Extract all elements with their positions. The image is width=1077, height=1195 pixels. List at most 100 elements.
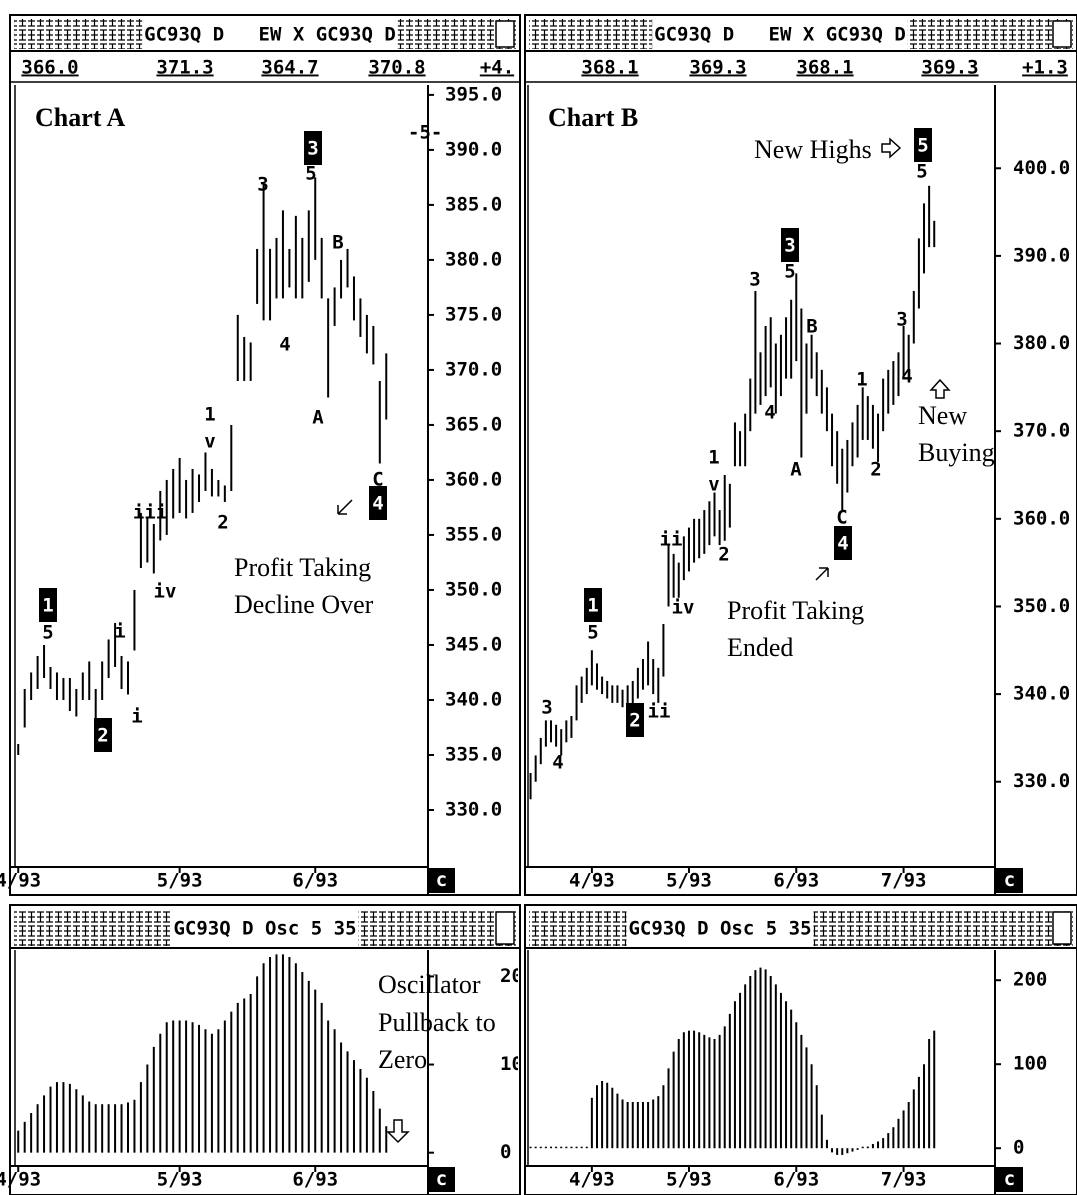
- x-tick-label: 5/93: [666, 1169, 712, 1191]
- y-tick-label: 355.0: [445, 523, 502, 545]
- wave-label: iii: [133, 502, 167, 524]
- wave-label-box: [94, 718, 112, 752]
- header-text: GC93Q D Osc 5 35: [173, 918, 356, 940]
- wave-label: ii: [648, 701, 671, 723]
- wave-label-box: [39, 588, 57, 622]
- header-icon: [1052, 911, 1072, 945]
- wave-label: 1: [587, 595, 598, 617]
- wave-label-box: [914, 128, 932, 162]
- annotation: -5-: [408, 122, 442, 144]
- x-tick-label: 6/93: [292, 1169, 338, 1191]
- annotation: Decline Over: [234, 590, 374, 619]
- x-tick-label: 4/93: [569, 870, 615, 892]
- chart-title: Chart B: [548, 103, 638, 132]
- y-tick-label: 0: [1013, 1137, 1024, 1159]
- wave-label: 1: [204, 404, 215, 426]
- x-tick-label: 5/93: [157, 1169, 203, 1191]
- y-tick-label: 340.0: [445, 688, 502, 710]
- wave-label: 2: [97, 725, 108, 747]
- wave-label: 5: [916, 161, 927, 183]
- y-tick-label: 200: [1013, 969, 1047, 991]
- y-tick-label: 350.0: [1013, 595, 1070, 617]
- y-tick-label: 380.0: [1013, 332, 1070, 354]
- panel-frame: [524, 14, 1077, 896]
- y-tick-label: 390.0: [445, 138, 502, 160]
- wave-label: v: [708, 474, 719, 496]
- wave-label: A: [790, 459, 802, 481]
- wave-label: 5: [917, 135, 928, 157]
- corner-label: c: [436, 1168, 447, 1190]
- y-tick-label: 375.0: [445, 303, 502, 325]
- x-tick-label: 7/93: [881, 870, 927, 892]
- wave-label: 2: [870, 459, 881, 481]
- annotation: New: [918, 401, 967, 430]
- arrow: [386, 1119, 410, 1144]
- annotation: Ended: [727, 633, 793, 662]
- annotation: New Highs: [754, 135, 872, 164]
- annotation: Buying: [918, 438, 995, 467]
- y-tick-label: 350.0: [445, 578, 502, 600]
- x-tick-label: 5/93: [157, 870, 203, 892]
- corner-label: c: [1004, 1168, 1015, 1190]
- header-icon: [495, 20, 515, 48]
- y-tick-label: 370.0: [1013, 420, 1070, 442]
- wave-label: 2: [718, 544, 729, 566]
- x-tick-label: 4/93: [0, 1169, 41, 1191]
- y-tick-label: 100: [500, 1053, 534, 1075]
- annotation: Pullback to: [378, 1008, 496, 1037]
- wave-label: C: [372, 469, 383, 491]
- wave-label: B: [332, 232, 343, 254]
- wave-label: 3: [896, 309, 907, 331]
- y-tick-labels: 0 100 200: [1013, 969, 1047, 1159]
- x-tick-label: 4/93: [0, 870, 41, 892]
- arrow: [337, 499, 353, 515]
- quote-value: 369.3: [921, 57, 978, 79]
- y-tick-label: 360.0: [1013, 507, 1070, 529]
- header-icon: [495, 911, 515, 945]
- corner-box: [428, 868, 455, 893]
- wave-label-box: [304, 131, 322, 165]
- wave-label: iv: [154, 581, 177, 603]
- quote-value: 368.1: [581, 57, 638, 79]
- arrow: [929, 378, 951, 399]
- wave-label: A: [312, 407, 324, 429]
- y-tick-label: 0: [500, 1141, 511, 1163]
- wave-label: 1: [708, 447, 719, 469]
- wave-label: 5: [784, 261, 795, 283]
- x-tick-label: 7/93: [881, 1169, 927, 1191]
- y-tick-label: 390.0: [1013, 244, 1070, 266]
- y-tick-label: 200: [500, 965, 534, 987]
- wave-label: 4: [372, 493, 383, 515]
- panel-frame: [524, 904, 1077, 1195]
- corner-box: [996, 868, 1023, 893]
- y-tick-label: 395.0: [445, 83, 502, 105]
- wave-label: 5: [42, 622, 53, 644]
- y-tick-label: 335.0: [445, 743, 502, 765]
- quote-value: 364.7: [261, 57, 318, 79]
- header-text: GC93Q D Osc 5 35: [628, 918, 811, 940]
- x-tick-label: 6/93: [292, 870, 338, 892]
- wave-label: ii: [660, 529, 683, 551]
- wave-label: C: [836, 507, 847, 529]
- x-tick-label: 4/93: [569, 1169, 615, 1191]
- x-tick-label: 6/93: [773, 1169, 819, 1191]
- wave-label: 2: [217, 512, 228, 534]
- header-text: GC93Q D EW X GC93Q D: [144, 24, 396, 46]
- header-icon: [1052, 20, 1072, 48]
- quote-value: 371.3: [156, 57, 213, 79]
- quote-value: 370.8: [368, 57, 425, 79]
- corner-label: c: [1004, 869, 1015, 891]
- wave-label: i: [131, 706, 142, 728]
- y-tick-label: 345.0: [445, 633, 502, 655]
- y-tick-label: 370.0: [445, 358, 502, 380]
- quote-value: +4.: [480, 57, 514, 79]
- quote-value: 366.0: [21, 57, 78, 79]
- y-tick-labels: 400.0 390.0 380.0 370.0 360.0 350.0 340.0 330.0: [1013, 157, 1070, 792]
- y-tick-labels: 395.0 390.0 385.0 380.0 375.0 370.0 365.0 360.0…: [445, 83, 502, 820]
- wave-label: 4: [764, 402, 775, 424]
- y-tick-label: 380.0: [445, 248, 502, 270]
- wave-label: v: [204, 431, 215, 453]
- x-tick-label: 6/93: [773, 870, 819, 892]
